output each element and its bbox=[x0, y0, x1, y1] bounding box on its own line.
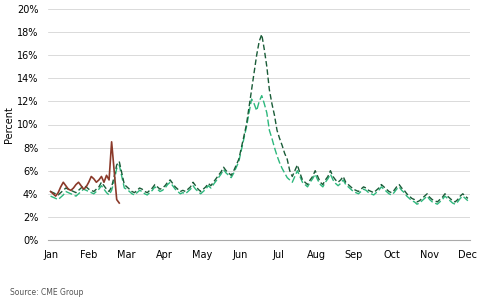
5-year avg. bbox=[60, 188, 66, 192]
2025 bbox=[63, 184, 69, 188]
5-year avg. bbox=[414, 200, 420, 204]
2025 bbox=[73, 183, 79, 186]
5-year avg. bbox=[88, 188, 94, 192]
5-year avg. bbox=[200, 188, 206, 191]
2025 bbox=[65, 188, 71, 191]
10-year avg. bbox=[259, 94, 264, 98]
Y-axis label: Percent: Percent bbox=[4, 106, 14, 143]
2025 bbox=[71, 186, 76, 190]
5-year avg. bbox=[96, 185, 102, 189]
10-year avg. bbox=[48, 194, 53, 198]
10-year avg. bbox=[200, 190, 206, 193]
2025 bbox=[91, 177, 96, 181]
2025 bbox=[94, 181, 99, 184]
Line: 2025: 2025 bbox=[50, 142, 119, 203]
2025 bbox=[114, 198, 120, 201]
10-year avg. bbox=[60, 193, 66, 197]
2025 bbox=[96, 178, 102, 182]
2025 bbox=[76, 181, 82, 184]
2025 bbox=[48, 190, 53, 193]
10-year avg. bbox=[414, 202, 420, 206]
Text: Source: CME Group: Source: CME Group bbox=[10, 288, 83, 297]
5-year avg. bbox=[465, 196, 471, 200]
5-year avg. bbox=[48, 190, 53, 193]
2025 bbox=[53, 194, 59, 198]
2025 bbox=[106, 178, 112, 182]
Line: 5-year avg.: 5-year avg. bbox=[50, 34, 468, 202]
2025 bbox=[101, 181, 107, 184]
10-year avg. bbox=[465, 199, 471, 202]
Line: 10-year avg.: 10-year avg. bbox=[50, 96, 468, 204]
2025 bbox=[50, 192, 56, 196]
2025 bbox=[55, 191, 61, 194]
2025 bbox=[68, 188, 74, 192]
5-year avg. bbox=[373, 188, 379, 192]
2025 bbox=[109, 140, 115, 144]
2025 bbox=[58, 185, 64, 189]
2025 bbox=[78, 184, 84, 188]
2025 bbox=[88, 175, 94, 178]
2025 bbox=[86, 181, 92, 184]
2025 bbox=[104, 173, 109, 177]
10-year avg. bbox=[333, 182, 338, 185]
5-year avg. bbox=[333, 178, 338, 182]
10-year avg. bbox=[88, 191, 94, 194]
2025 bbox=[116, 201, 122, 205]
2025 bbox=[98, 175, 104, 178]
2025 bbox=[84, 185, 89, 189]
10-year avg. bbox=[373, 191, 379, 194]
10-year avg. bbox=[96, 188, 102, 191]
2025 bbox=[60, 181, 66, 184]
5-year avg. bbox=[259, 33, 264, 36]
2025 bbox=[111, 169, 117, 172]
2025 bbox=[81, 188, 86, 191]
